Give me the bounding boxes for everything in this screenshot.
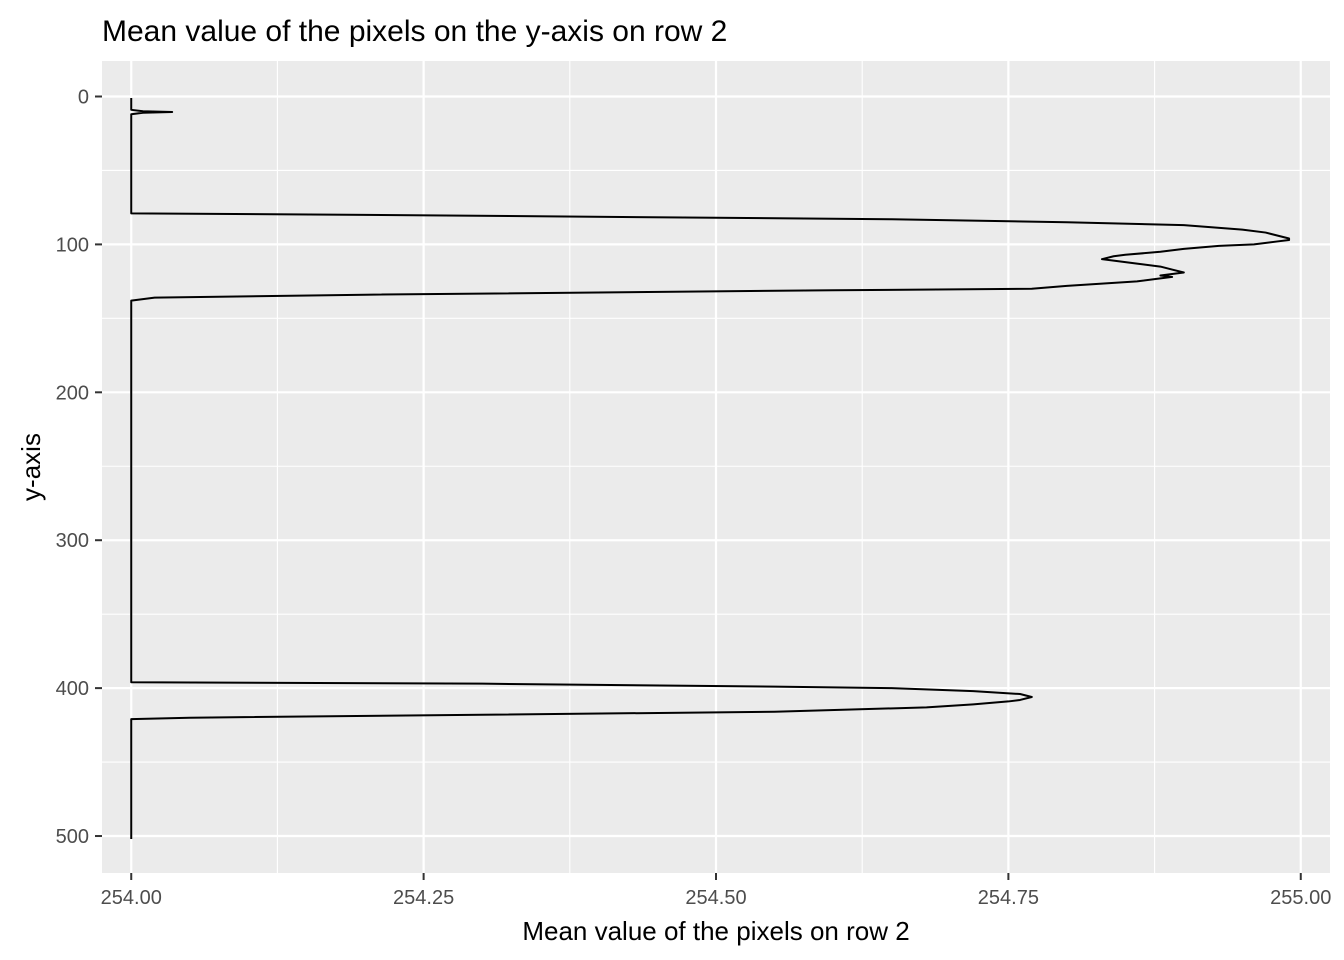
x-axis-title: Mean value of the pixels on row 2 — [522, 916, 909, 946]
y-tick-label: 500 — [56, 826, 89, 848]
y-tick-label: 200 — [56, 382, 89, 404]
y-tick-label: 100 — [56, 234, 89, 256]
x-axis: 254.00 254.25 254.50 254.75 255.00 — [101, 873, 1331, 909]
x-tick-label: 254.75 — [978, 887, 1039, 909]
y-tick-label: 400 — [56, 678, 89, 700]
y-tick-label: 0 — [78, 86, 89, 108]
x-tick-label: 254.00 — [101, 887, 162, 909]
chart-title: Mean value of the pixels on the y-axis o… — [102, 15, 727, 48]
series-line — [130, 97, 1291, 839]
x-tick-label: 254.50 — [685, 887, 746, 909]
y-axis-title: y-axis — [16, 433, 46, 501]
y-axis: 0 100 200 300 400 500 — [56, 86, 102, 848]
y-tick-label: 300 — [56, 530, 89, 552]
x-tick-label: 254.25 — [393, 887, 454, 909]
x-tick-label: 255.00 — [1270, 887, 1331, 909]
